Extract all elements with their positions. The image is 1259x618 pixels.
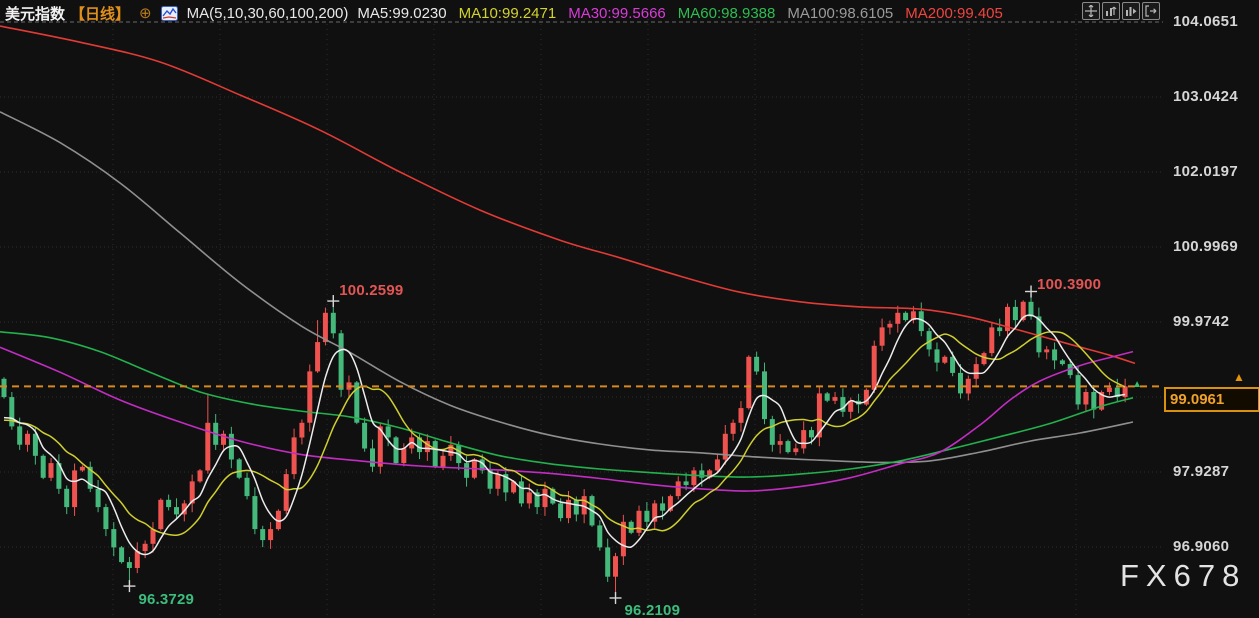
- axis-price-label: 103.0424: [1173, 87, 1238, 105]
- axis-price-label: 96.9060: [1173, 537, 1230, 555]
- extreme-price-label: 96.3729: [138, 591, 195, 609]
- last-price-marker-icon: ▲: [1132, 379, 1143, 391]
- legend-ma-value: MA30:99.5666: [568, 5, 666, 22]
- add-indicator-button[interactable]: ⊕: [139, 5, 152, 22]
- price-tag-arrow-icon: ▲: [1233, 370, 1245, 385]
- axis-price-label: 100.9969: [1173, 238, 1238, 255]
- extreme-price-label: 100.3900: [1037, 275, 1102, 293]
- chart-up-icon[interactable]: [1102, 2, 1120, 20]
- extreme-price-label: 100.2599: [339, 282, 404, 300]
- axis-price-label: 102.0197: [1173, 162, 1238, 180]
- symbol-name: 美元指数: [5, 6, 66, 23]
- pan-icon[interactable]: [1082, 2, 1100, 20]
- period-label: 【日线】: [70, 6, 131, 23]
- ma-values: MA5:99.0230 MA10:99.2471 MA30:99.5666 MA60:…: [357, 5, 1002, 22]
- chart-play-icon[interactable]: [1122, 2, 1140, 20]
- legend-ma-value: MA60:98.9388: [677, 5, 776, 22]
- chart-type-icon[interactable]: [160, 6, 178, 21]
- legend-ma-value: MA5:99.0230: [357, 5, 447, 22]
- legend-ma-value: MA200:99.405: [905, 5, 1003, 22]
- axis-price-label: 99.9742: [1173, 312, 1230, 330]
- legend-ma-value: MA100:98.6105: [787, 5, 894, 22]
- exit-icon[interactable]: [1142, 2, 1160, 20]
- axis-price-label: 97.9287: [1173, 463, 1230, 480]
- current-price-tag: 99.0961: [1164, 386, 1259, 412]
- legend-ma-value: MA10:99.2471: [458, 5, 557, 22]
- ma-group-label: MA(5,10,30,60,100,200): [186, 5, 349, 22]
- chart-toolbar: [1082, 2, 1160, 20]
- chart-legend: 美元指数 【日线】 ⊕ MA(5,10,30,60,100,200) MA5:9…: [5, 3, 1003, 24]
- axis-price-label: 104.0651: [1173, 13, 1238, 30]
- extreme-price-label: 96.2109: [624, 601, 681, 618]
- watermark: FX678: [1120, 558, 1247, 593]
